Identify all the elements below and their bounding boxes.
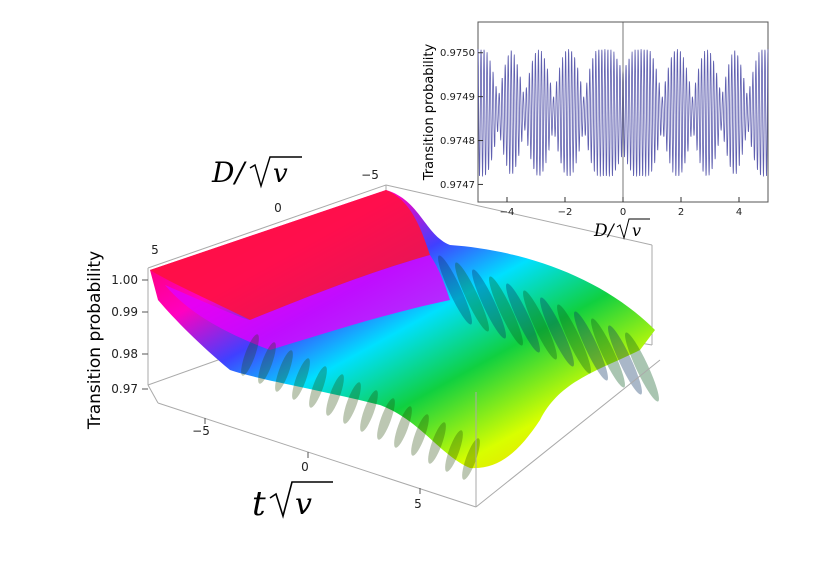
x-axis-radicand: v bbox=[295, 487, 312, 522]
y-tick-label: 0 bbox=[274, 201, 282, 215]
y-axis-slash: / bbox=[232, 156, 247, 189]
inset-x-tick-label: 2 bbox=[678, 207, 684, 218]
inset-y-tick-label: 0.9750 bbox=[440, 48, 475, 59]
surface-plateau bbox=[150, 190, 430, 320]
z-axis-label: Transition probability bbox=[85, 251, 105, 430]
probability-surface bbox=[150, 190, 659, 480]
inset-y-tick-label: 0.9748 bbox=[440, 136, 475, 147]
inset-oscillation-line bbox=[477, 22, 769, 202]
inset-y-tick-label: 0.9749 bbox=[440, 92, 475, 103]
z-tick-label: 0.98 bbox=[111, 347, 138, 361]
x-tick-label: −5 bbox=[192, 424, 210, 438]
x-axis-label: t v bbox=[252, 481, 333, 524]
x-axis: −5 0 5 t v bbox=[192, 418, 422, 524]
z-tick-label: 0.99 bbox=[111, 305, 138, 319]
inset-x-axis-radicand: v bbox=[632, 221, 641, 240]
x-tick-label: 0 bbox=[301, 460, 309, 474]
x-tick-label: 5 bbox=[414, 497, 422, 511]
inset-x-axis-label: D / v bbox=[593, 218, 650, 241]
inset-line-plot: 0.9747 0.9748 0.9749 0.9750 −4 −2 0 2 4 Transit… bbox=[422, 21, 769, 241]
inset-y-axis: 0.9747 0.9748 0.9749 0.9750 bbox=[440, 48, 483, 191]
surface-plot: 1.00 0.99 0.98 0.97 Transition probabili… bbox=[85, 156, 661, 524]
surface-magenta-band bbox=[165, 255, 450, 350]
x-axis-variable: t bbox=[252, 484, 266, 524]
inset-y-axis-label: Transition probability bbox=[422, 44, 437, 182]
z-tick-label: 1.00 bbox=[111, 273, 138, 287]
inset-x-axis-variable: D bbox=[593, 221, 608, 241]
inset-x-tick-label: −4 bbox=[500, 207, 515, 218]
bounding-box-front bbox=[147, 359, 661, 508]
inset-x-tick-label: −2 bbox=[558, 207, 573, 218]
z-axis: 1.00 0.99 0.98 0.97 Transition probabili… bbox=[85, 251, 148, 430]
y-axis-variable: D bbox=[211, 156, 234, 189]
inset-x-tick-label: 4 bbox=[736, 207, 742, 218]
z-tick-label: 0.97 bbox=[111, 382, 138, 396]
y-axis: −5 0 5 D / v bbox=[151, 156, 379, 257]
y-tick-label: 5 bbox=[151, 243, 159, 257]
inset-x-axis-slash: / bbox=[606, 221, 616, 241]
inset-x-axis: −4 −2 0 2 4 bbox=[500, 197, 742, 218]
y-axis-label: D / v bbox=[211, 156, 302, 189]
y-axis-radicand: v bbox=[273, 159, 288, 189]
y-tick-label: −5 bbox=[361, 168, 379, 182]
inset-x-tick-label: 0 bbox=[620, 207, 626, 218]
surface-ripples bbox=[241, 255, 659, 480]
inset-y-tick-label: 0.9747 bbox=[440, 180, 475, 191]
